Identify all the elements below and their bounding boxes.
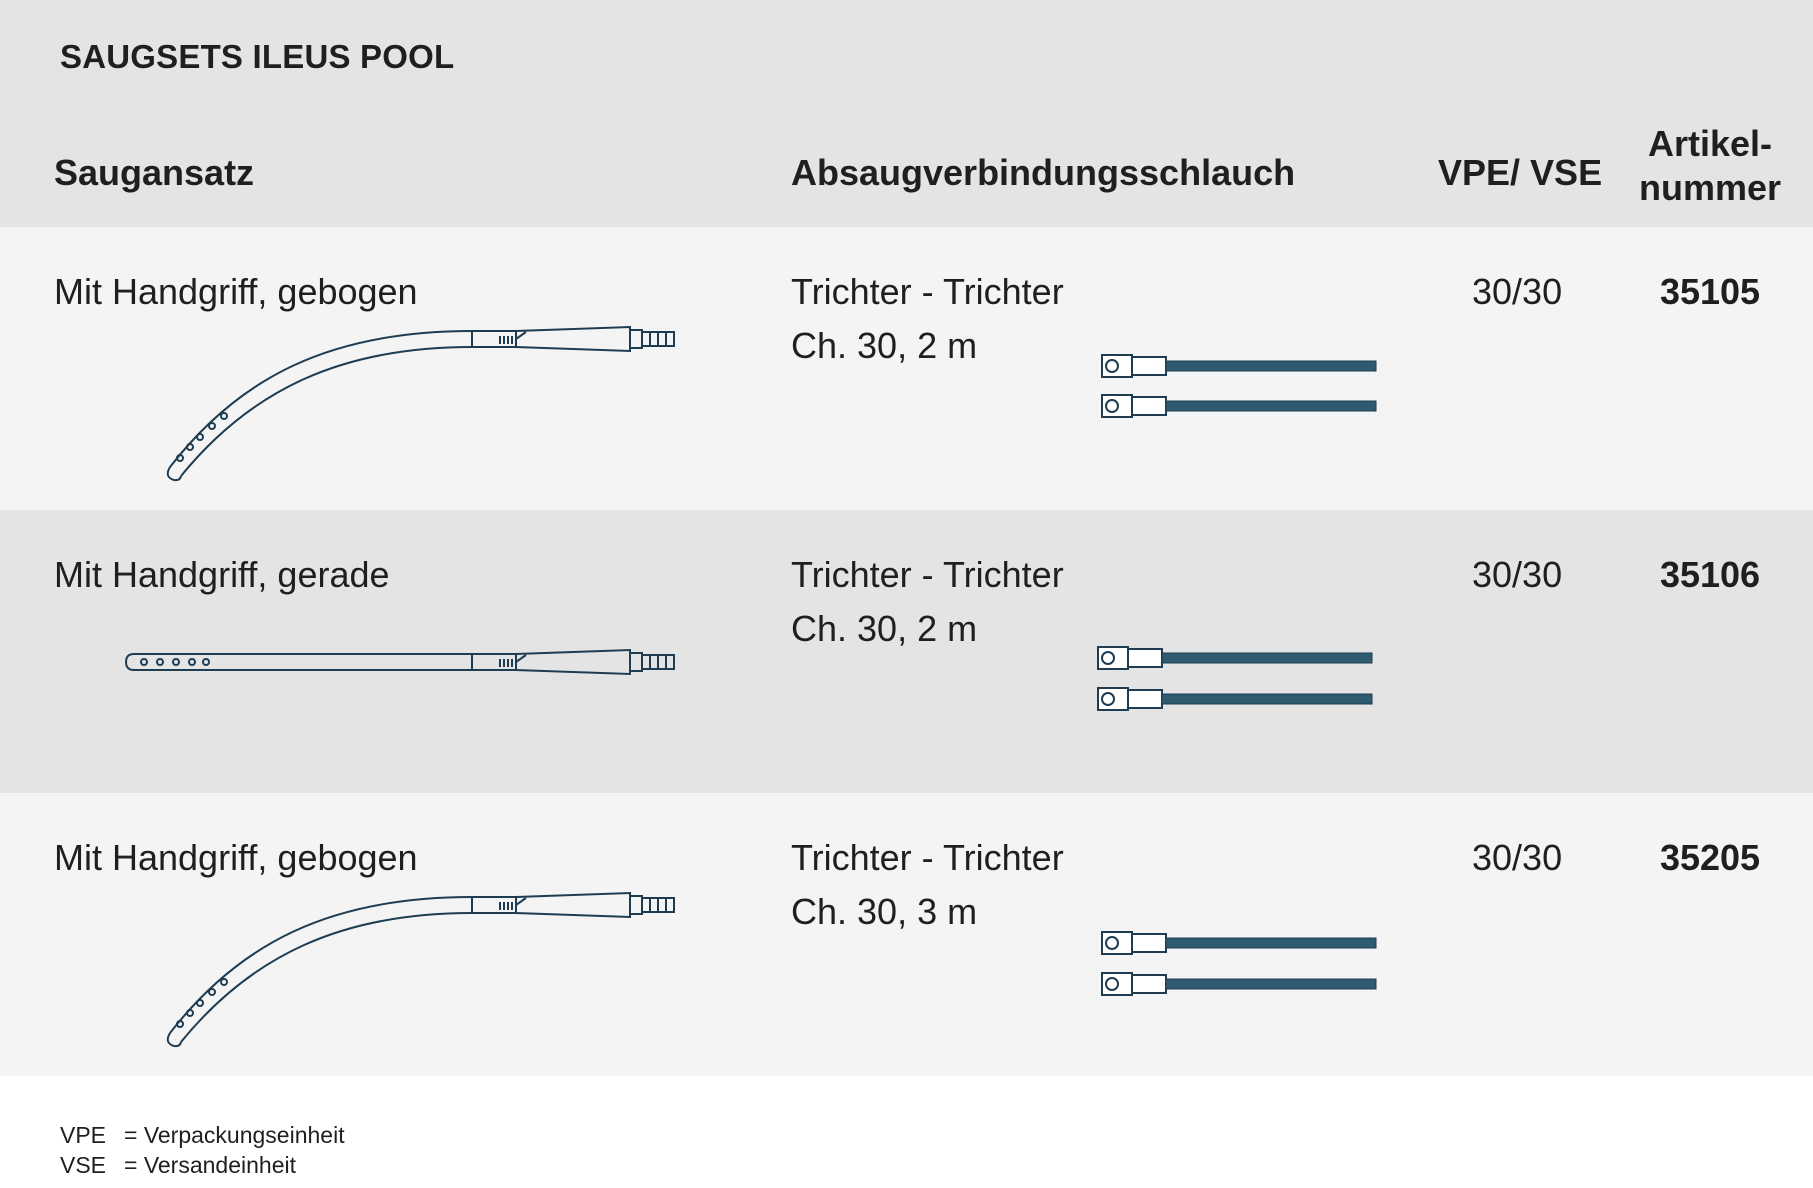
artikel-line2: nummer bbox=[1638, 167, 1782, 208]
table-row: Mit Handgriff, gebogen Trichter - Tricht… bbox=[0, 793, 1813, 1076]
artikelnummer-cell: 35105 bbox=[1659, 271, 1761, 312]
table-row: Mit Handgriff, gerade Trichter - Trichte… bbox=[0, 510, 1813, 793]
schlauch-type-cell: Trichter - Trichter bbox=[791, 554, 1064, 595]
page-title: SAUGSETS ILEUS POOL bbox=[60, 38, 455, 75]
schlauch-type-cell: Trichter - Trichter bbox=[791, 837, 1064, 878]
legend-abbr: VSE bbox=[60, 1152, 107, 1178]
suction-tip-curved-icon bbox=[166, 325, 675, 482]
legend-text: = Verpackungseinheit bbox=[124, 1122, 345, 1148]
artikel-line1: Artikel- bbox=[1647, 123, 1773, 164]
vpe-cell: 30/30 bbox=[1472, 554, 1563, 595]
legend-item: VSE = Versandeinheit bbox=[60, 1152, 296, 1179]
legend-item: VPE = Verpackungseinheit bbox=[60, 1122, 345, 1149]
schlauch-size-cell: Ch. 30, 3 m bbox=[791, 891, 978, 932]
saugansatz-cell: Mit Handgriff, gebogen bbox=[54, 837, 418, 878]
schlauch-type-cell: Trichter - Trichter bbox=[791, 271, 1064, 312]
column-header-saugansatz: Saugansatz bbox=[54, 152, 255, 193]
artikelnummer-cell: 35205 bbox=[1659, 837, 1761, 878]
saugansatz-cell: Mit Handgriff, gebogen bbox=[54, 271, 418, 312]
table-row: Mit Handgriff, gebogen Trichter - Tricht… bbox=[0, 227, 1813, 510]
vpe-cell: 30/30 bbox=[1472, 837, 1563, 878]
suction-tip-curved-icon bbox=[166, 891, 675, 1048]
connection-tube-icon bbox=[1101, 931, 1377, 996]
schlauch-size-cell: Ch. 30, 2 m bbox=[791, 325, 978, 366]
saugansatz-cell: Mit Handgriff, gerade bbox=[54, 554, 390, 595]
legend-abbr: VPE bbox=[60, 1122, 107, 1148]
artikelnummer-cell: 35106 bbox=[1659, 554, 1761, 595]
legend-text: = Versandeinheit bbox=[124, 1152, 296, 1178]
connection-tube-icon bbox=[1101, 354, 1377, 418]
header-band bbox=[0, 0, 1813, 227]
connection-tube-icon bbox=[1097, 646, 1373, 711]
column-header-schlauch: Absaugverbindungsschlauch bbox=[791, 152, 1296, 193]
schlauch-size-cell: Ch. 30, 2 m bbox=[791, 608, 978, 649]
column-header-vpe: VPE/ VSE bbox=[1438, 152, 1603, 193]
suction-tip-straight-icon bbox=[124, 648, 675, 676]
vpe-cell: 30/30 bbox=[1472, 271, 1563, 312]
column-header-artikelnummer: Artikel-nummer bbox=[1620, 122, 1800, 210]
